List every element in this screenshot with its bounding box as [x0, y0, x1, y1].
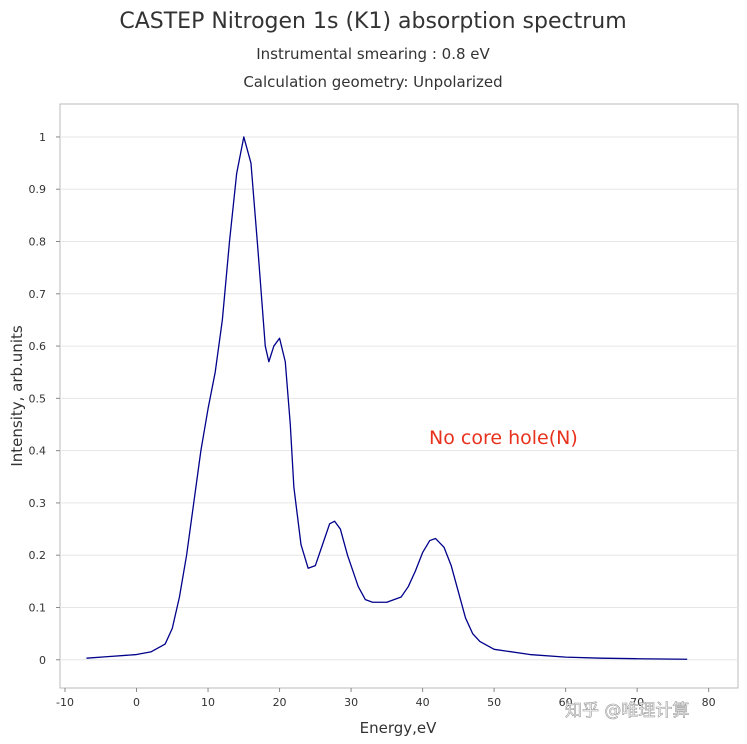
y-tick-label: 0.9 [29, 183, 47, 196]
spectrum-line [86, 136, 688, 660]
x-tick-label: 70 [630, 696, 644, 709]
y-tick-label: 0.2 [29, 549, 47, 562]
x-tick-label: 60 [559, 696, 573, 709]
x-tick-label: 10 [201, 696, 215, 709]
x-tick-label: 80 [702, 696, 716, 709]
y-axis-label: Intensity, arb.units [8, 325, 26, 467]
y-tick-label: 0.8 [29, 236, 47, 249]
chart-title: CASTEP Nitrogen 1s (K1) absorption spect… [119, 9, 626, 34]
y-tick-label: 0.1 [29, 601, 47, 614]
y-tick-label: 0 [39, 654, 46, 667]
x-axis-label: Energy,eV [360, 719, 438, 737]
y-tick-label: 0.4 [29, 445, 47, 458]
watermark: 知乎 @唯理计算 [565, 701, 689, 721]
y-tick-label: 0.7 [29, 288, 47, 301]
annotation: No core hole(N) [429, 427, 578, 449]
y-tick-label: 1 [39, 131, 46, 144]
subtitle: Calculation geometry: Unpolarized [243, 73, 502, 91]
x-tick-label: -10 [56, 696, 74, 709]
x-tick-label: 20 [273, 696, 287, 709]
y-tick-label: 0.5 [29, 392, 47, 405]
x-tick-label: 50 [487, 696, 501, 709]
y-tick-label: 0.6 [29, 340, 47, 353]
x-tick-label: 0 [133, 696, 140, 709]
subtitle: Instrumental smearing : 0.8 eV [256, 45, 490, 63]
x-tick-label: 40 [416, 696, 430, 709]
plot-frame [59, 103, 739, 689]
y-tick-label: 0.3 [29, 497, 47, 510]
x-tick-label: 30 [344, 696, 358, 709]
